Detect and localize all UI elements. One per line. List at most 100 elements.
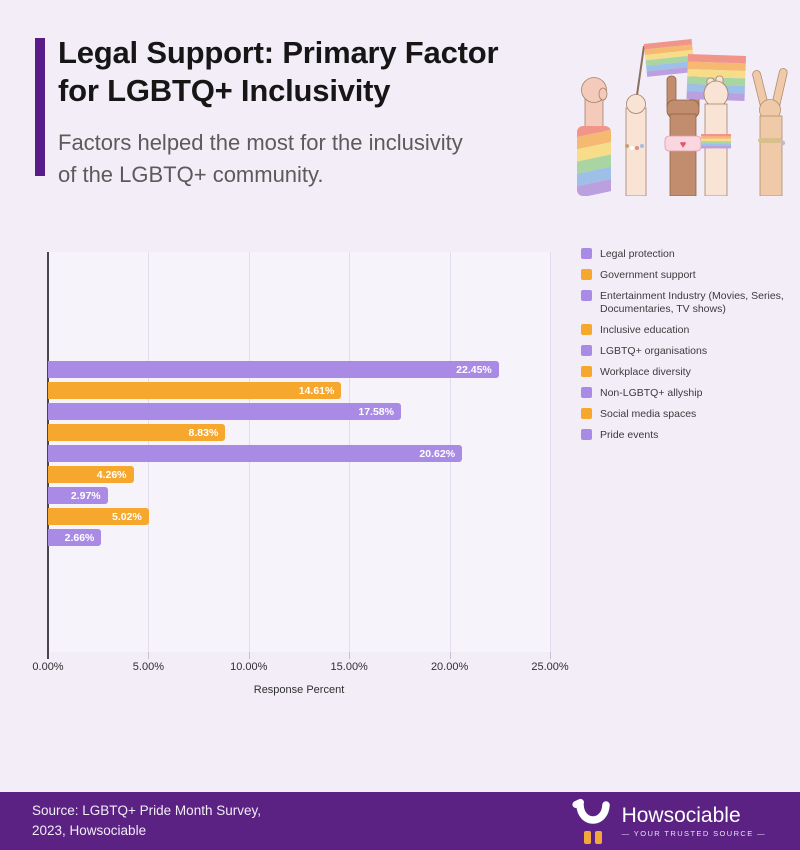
legend-swatch [581, 324, 592, 335]
legend-item: LGBTQ+ organisations [581, 345, 789, 358]
bar-value-label: 22.45% [456, 363, 492, 376]
legend-swatch [581, 248, 592, 259]
legend-swatch [581, 269, 592, 280]
bar: 14.61% [48, 382, 342, 399]
page-subtitle: Factors helped the most for the inclusiv… [58, 127, 463, 191]
axis-tick [248, 652, 250, 659]
legend-label: LGBTQ+ organisations [600, 345, 708, 357]
x-axis-tick-labels: 0.00% 5.00% 10.00% 15.00% 20.00% 25.00% [32, 661, 568, 675]
legend-label: Entertainment Industry (Movies, Series, … [600, 290, 784, 315]
axis-tick [449, 652, 451, 659]
page-title-line2: for LGBTQ+ Inclusivity [58, 73, 391, 108]
legend-swatch [581, 290, 592, 301]
plot-area: 22.45% 14.61% 17.58% 8.83% 20.62% 4.26% 2.97% 5… [47, 252, 551, 652]
legend-item: Workplace diversity [581, 366, 789, 379]
bar-value-label: 17.58% [358, 405, 394, 418]
bar-value-label: 2.66% [64, 531, 95, 544]
page-title: Legal Support: Primary Factor for LGBTQ+ … [58, 34, 499, 110]
legend-label: Government support [600, 269, 696, 281]
logo-tagline: — YOUR TRUSTED SOURCE — [621, 828, 766, 838]
bar: 2.66% [48, 529, 102, 546]
flag-grasping-arm-icon [703, 75, 729, 196]
legend-swatch [581, 366, 592, 377]
legend-swatch [581, 345, 592, 356]
gridline [550, 252, 551, 652]
tick-label: 5.00% [132, 661, 164, 673]
legend-item: Inclusive education [581, 324, 789, 337]
legend-label: Social media spaces [600, 408, 697, 420]
legend-swatch [581, 387, 592, 398]
source-line2: 2023, Howsociable [32, 823, 147, 838]
legend-swatch [581, 408, 592, 419]
legend-label: Legal protection [600, 248, 675, 260]
peace-hand-icon [752, 68, 788, 196]
rainbow-sleeve-icon [577, 126, 611, 196]
footer: Source: LGBTQ+ Pride Month Survey, 2023, … [0, 792, 800, 850]
source-line1: Source: LGBTQ+ Pride Month Survey, [32, 803, 261, 818]
logo-name: Howsociable [621, 803, 741, 827]
howsociable-logo: Howsociable — YOUR TRUSTED SOURCE — [571, 798, 766, 844]
legend-item: Social media spaces [581, 408, 789, 421]
bar: 8.83% [48, 424, 226, 441]
legend-item: Legal protection [581, 248, 789, 261]
bar-series: 22.45% 14.61% 17.58% 8.83% 20.62% 4.26% 2.97% 5… [48, 361, 550, 550]
bar-row: 17.58% [48, 403, 550, 420]
axis-tick [148, 652, 150, 659]
tick-label: 15.00% [330, 661, 368, 673]
bar-row: 22.45% [48, 361, 550, 378]
bar-row: 2.97% [48, 487, 550, 504]
bar-value-label: 14.61% [298, 384, 335, 397]
rock-on-hand-icon [666, 75, 700, 196]
bar-row: 8.83% [48, 424, 550, 441]
bar: 2.97% [48, 487, 108, 504]
pride-hands-illustration: ♥ [577, 38, 788, 196]
bar-row: 4.26% [48, 466, 550, 483]
legend-item: Non-LGBTQ+ allyship [581, 387, 789, 400]
x-axis-ticks [47, 652, 551, 659]
x-axis-title: Response Percent [253, 684, 345, 696]
subtitle-line1: Factors helped the most for the inclusiv… [58, 130, 463, 155]
subtitle-line2: of the LGBTQ+ community. [58, 162, 324, 187]
bar-value-label: 2.97% [70, 489, 101, 502]
large-pride-flag-icon [686, 54, 747, 101]
bar-value-label: 20.62% [419, 447, 456, 460]
small-pride-flag-icon [635, 38, 695, 103]
bar-row: 2.66% [48, 529, 550, 546]
legend-label: Pride events [600, 429, 659, 441]
bar-value-label: 4.26% [96, 468, 127, 481]
axis-tick [349, 652, 351, 659]
legend-item: Government support [581, 269, 789, 282]
charm-bracelet-icon [758, 138, 786, 146]
tick-label: 25.00% [531, 661, 569, 673]
svg-text:♥: ♥ [680, 139, 687, 151]
legend-label: Workplace diversity [600, 366, 691, 378]
flag-holder-arm-icon [625, 94, 647, 196]
bar-row: 14.61% [48, 382, 550, 399]
legend-label: Inclusive education [600, 324, 690, 336]
rainbow-wristband-icon [701, 134, 731, 149]
legend: Legal protection Government support Entert… [581, 248, 789, 450]
source-text: Source: LGBTQ+ Pride Month Survey, 2023, … [32, 801, 261, 841]
legend-item: Pride events [581, 429, 789, 442]
legend-swatch [581, 429, 592, 440]
bar-value-label: 5.02% [112, 510, 142, 523]
logo-text-block: Howsociable — YOUR TRUSTED SOURCE — [622, 805, 766, 838]
axis-tick [47, 652, 49, 659]
fist-hand-icon [581, 77, 608, 133]
tick-label: 0.00% [32, 661, 64, 673]
legend-item: Entertainment Industry (Movies, Series, … [581, 290, 789, 316]
bar-row: 20.62% [48, 445, 550, 462]
tick-label: 10.00% [230, 661, 268, 673]
bead-bracelet-icon [625, 144, 644, 150]
bar: 4.26% [48, 466, 134, 483]
tick-label: 20.00% [430, 661, 469, 673]
heart-wristband-icon: ♥ [664, 135, 702, 152]
bar: 5.02% [48, 508, 149, 525]
bar: 22.45% [48, 361, 499, 378]
bar-row: 5.02% [48, 508, 550, 525]
howsociable-logo-icon [572, 798, 610, 844]
bar-value-label: 8.83% [188, 426, 219, 439]
bar: 20.62% [48, 445, 463, 462]
page-title-line1: Legal Support: Primary Factor [58, 35, 499, 70]
